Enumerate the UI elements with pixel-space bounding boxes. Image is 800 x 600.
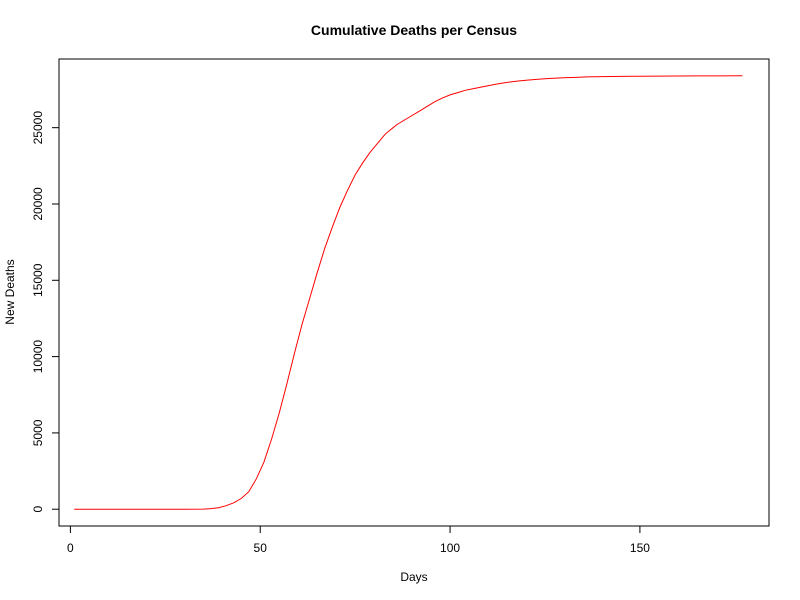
x-axis-label: Days	[400, 570, 427, 584]
y-tick-label: 20000	[31, 187, 45, 221]
series-line	[74, 75, 743, 510]
y-tick-label: 5000	[31, 419, 45, 446]
y-tick-label: 15000	[31, 263, 45, 297]
y-axis: 0 5000 10000 15000 20000 25000	[31, 111, 60, 513]
y-tick-label: 10000	[31, 340, 45, 374]
x-tick-label: 100	[440, 541, 460, 555]
x-axis: 0 50 100 150	[67, 525, 650, 555]
series-layer	[74, 75, 743, 510]
x-tick-label: 0	[67, 541, 74, 555]
plot-area-border	[58, 58, 770, 527]
y-tick-label: 25000	[31, 111, 45, 145]
y-tick-label: 0	[31, 506, 45, 513]
chart-title: Cumulative Deaths per Census	[311, 22, 517, 38]
y-axis-label: New Deaths	[3, 259, 17, 324]
x-tick-label: 150	[630, 541, 650, 555]
x-tick-label: 50	[254, 541, 268, 555]
